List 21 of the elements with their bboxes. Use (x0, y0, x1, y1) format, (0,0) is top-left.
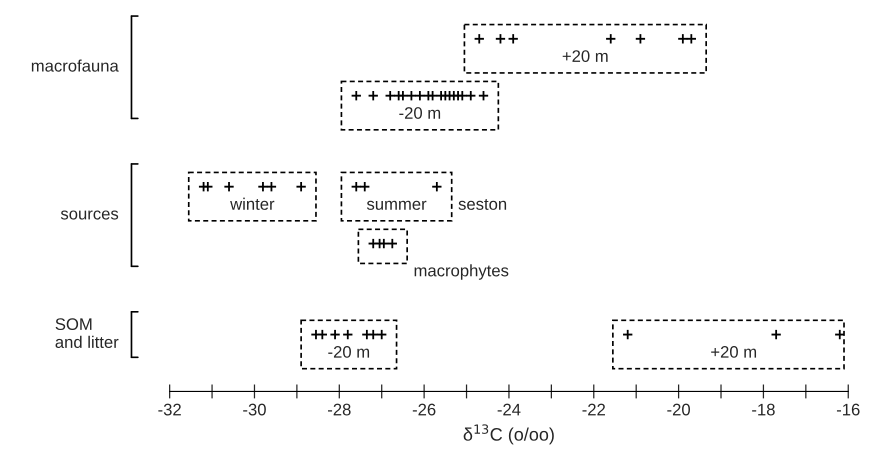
x-tick-label: -22 (582, 404, 605, 416)
annotation: seston (458, 198, 506, 210)
series-label: -20 m (328, 346, 370, 358)
x-tick-label: -16 (836, 404, 860, 416)
x-tick-label: -28 (328, 404, 351, 416)
x-tick-label: -26 (412, 404, 436, 416)
x-tick-label: -32 (158, 404, 181, 416)
y-tick-label: macrofauna (32, 59, 119, 72)
series-label: macrophytes (414, 264, 508, 280)
x-axis-title: δ$^{13}$C (o/oo) (464, 424, 554, 444)
x-tick-label: -30 (243, 404, 266, 416)
series-label: +20 m (711, 346, 756, 358)
y-tick-label: SOM and litter (56, 318, 118, 348)
series-label: summer (366, 200, 426, 210)
series-label: winter (230, 198, 274, 210)
x-tick-label: -18 (752, 404, 775, 416)
x-tick-label: -20 (667, 404, 690, 416)
y-tick-label: sources (60, 210, 118, 220)
series-label: -20 m (399, 107, 440, 119)
series-label: +20 m (562, 50, 608, 62)
x-tick-label: -24 (498, 404, 521, 416)
